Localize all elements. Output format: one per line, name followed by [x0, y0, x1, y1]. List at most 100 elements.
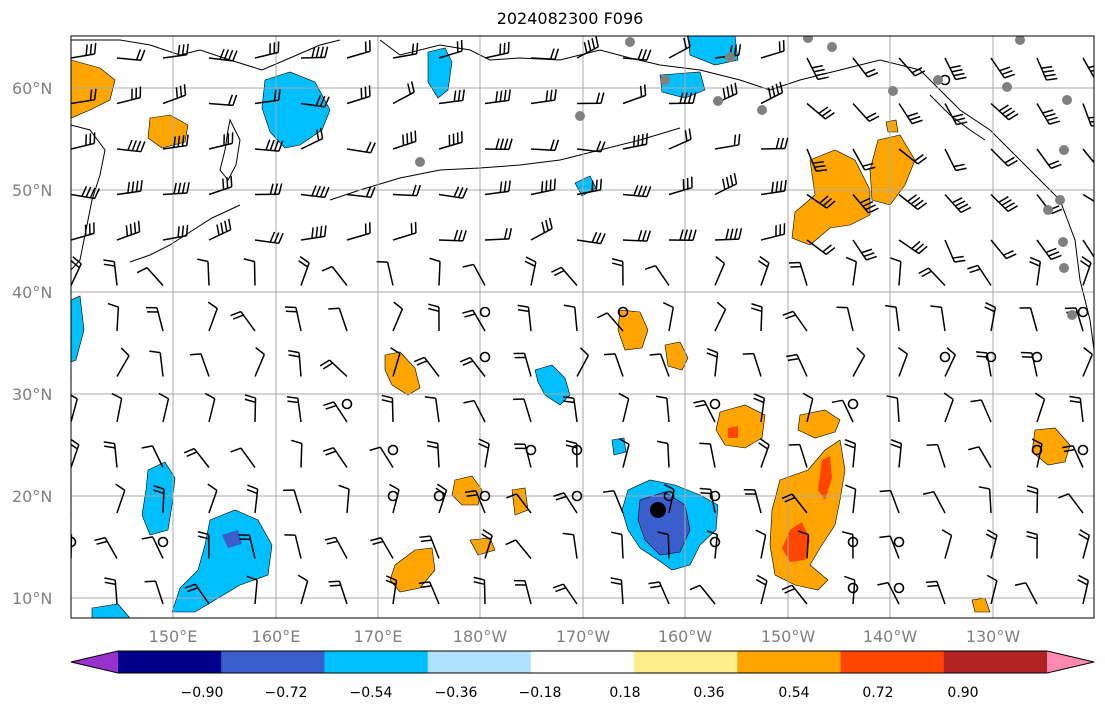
wind-barb	[655, 395, 670, 423]
wind-barb-flag	[311, 46, 316, 58]
station-dot	[933, 75, 943, 85]
wind-barb-flag	[864, 166, 876, 171]
wind-barb-flag	[56, 352, 67, 353]
wind-barb-flag	[1098, 163, 1105, 167]
wind-barb-flag	[725, 176, 730, 188]
wind-barb-flag	[185, 224, 189, 236]
wind-barb-flag	[133, 222, 137, 234]
wind-barb-flag	[181, 225, 185, 237]
wind-barb-flag	[420, 539, 432, 543]
wind-barb	[162, 84, 187, 105]
wind-barb-flag	[753, 393, 765, 399]
wind-barb-flag	[599, 178, 603, 190]
wind-barb-flag	[693, 399, 705, 404]
wind-barb-flag	[565, 440, 577, 445]
wind-barb-flag	[551, 266, 562, 273]
wind-barb-flag	[411, 43, 415, 55]
wind-barb-flag	[706, 530, 718, 536]
wind-barb-flag	[1048, 251, 1060, 257]
wind-barb-flag	[524, 260, 536, 267]
wind-barb-shaft	[208, 490, 218, 514]
wind-barb-flag	[960, 206, 972, 214]
wind-barb	[978, 486, 992, 514]
wind-barb-flag	[771, 181, 774, 193]
wind-barb	[435, 483, 448, 514]
wind-barb-flag	[140, 180, 143, 192]
wind-barb-flag	[386, 575, 397, 581]
wind-barb-shaft	[889, 490, 900, 514]
wind-barb-flag	[197, 535, 209, 540]
wind-barb-flag	[826, 200, 836, 209]
wind-barb-flag	[418, 581, 430, 585]
wind-barb	[207, 483, 218, 514]
wind-barb-flag	[1007, 205, 1018, 212]
wind-barb-shaft	[434, 398, 440, 423]
wind-barb	[392, 42, 419, 59]
wind-barb	[852, 102, 880, 122]
wind-barb-flag	[141, 536, 153, 540]
wind-barb	[71, 256, 82, 286]
wind-barb	[1077, 574, 1090, 605]
wind-barb	[565, 440, 578, 468]
map-border	[70, 35, 1095, 619]
wind-barb-flag	[1048, 160, 1060, 166]
wind-barb-flag	[662, 302, 674, 309]
wind-barb-flag	[597, 312, 608, 319]
wind-barb-flag	[579, 347, 589, 356]
wind-barb-flag	[985, 301, 996, 309]
wind-barb-flag	[751, 303, 763, 308]
wind-barb-flag	[734, 82, 738, 94]
wind-barb-flag	[129, 223, 133, 235]
wind-barb-shaft	[852, 261, 858, 286]
wind-barb-flag	[1044, 113, 1056, 118]
wind-barb-flag	[107, 302, 119, 308]
wind-barb-flag	[751, 307, 762, 313]
wind-barb-flag	[610, 531, 623, 536]
wind-barb-flag	[319, 359, 330, 367]
wind-barb-flag	[637, 48, 643, 60]
wind-barb-flag	[219, 48, 225, 60]
wind-barb-flag	[555, 495, 567, 501]
wind-barb-flag	[288, 354, 300, 358]
wind-barb	[553, 492, 578, 514]
wind-barb	[714, 256, 726, 286]
wind-barb	[781, 584, 808, 605]
wind-barb	[622, 133, 648, 150]
wind-barb-shaft	[71, 329, 72, 331]
wind-barb-shaft	[852, 355, 866, 377]
station-dot	[888, 86, 898, 96]
wind-barb	[381, 394, 394, 423]
colorbar-segment	[427, 651, 532, 673]
wind-barb-flag	[322, 362, 334, 370]
wind-barb-flag	[722, 178, 726, 190]
wind-barb-shaft	[940, 307, 946, 332]
wind-barb-flag	[956, 121, 968, 126]
wind-barb-flag	[288, 349, 300, 354]
wind-barb	[524, 256, 537, 286]
wind-barb-flag	[683, 92, 688, 104]
wind-barb-flag	[781, 584, 793, 591]
wind-barb	[297, 574, 309, 605]
wind-barb-flag	[541, 181, 544, 193]
wind-barb	[845, 484, 857, 514]
wind-barb-flag	[645, 133, 648, 145]
station-dot	[1043, 205, 1053, 215]
wind-barb-flag	[153, 485, 165, 490]
wind-barb-shaft	[988, 488, 992, 514]
wind-barb	[481, 529, 493, 559]
wind-barb-flag	[822, 197, 833, 207]
coast-aleutians	[329, 127, 681, 201]
wind-barb-flag	[909, 115, 921, 121]
wind-barb	[208, 175, 233, 196]
wind-barb-flag	[816, 168, 828, 172]
wind-barb-flag	[549, 139, 555, 151]
wind-barb-shaft	[613, 490, 624, 514]
wind-barb-flag	[255, 347, 265, 355]
wind-barb-flag	[917, 156, 928, 165]
wind-barb-flag	[549, 89, 553, 101]
wind-barb-flag	[692, 92, 697, 104]
shade-okhotsk-orange	[147, 114, 189, 149]
shade-westtrop-deep	[222, 530, 242, 548]
wind-barb-flag	[649, 353, 661, 356]
wind-barb-flag	[324, 46, 329, 58]
